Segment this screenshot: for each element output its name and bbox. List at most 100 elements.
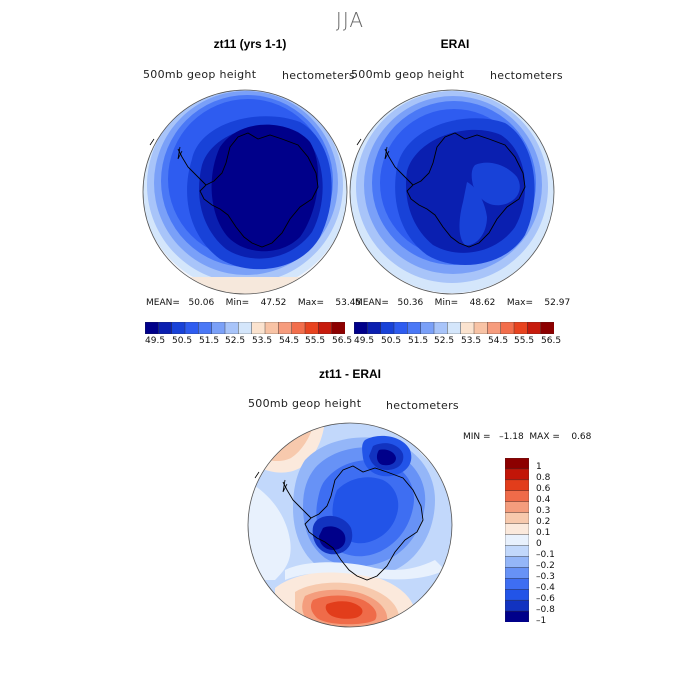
panel-3-tick: –0.3 bbox=[536, 572, 555, 582]
colorbar-swatch bbox=[433, 322, 448, 334]
panel-3-tick: 0.3 bbox=[536, 506, 551, 516]
panel-2-map bbox=[349, 89, 555, 295]
panel-1-tick: 55.5 bbox=[305, 336, 326, 346]
panel-2-coast-fragment bbox=[356, 138, 362, 146]
panel-2-stats: MEAN= 50.36 Min= 48.62 Max= 52.97 bbox=[355, 298, 571, 308]
panel-3-colorbar-ticks: 1 0.8 0.6 0.4 0.3 0.2 0.1 0 –0.1 –0.2 –0… bbox=[536, 458, 576, 628]
panel-2-colorbar bbox=[354, 322, 554, 334]
colorbar-swatch bbox=[184, 322, 199, 334]
colorbar-swatch bbox=[251, 322, 266, 334]
colorbar-swatch bbox=[420, 322, 435, 334]
panel-2-antarctica-outline bbox=[406, 132, 526, 248]
colorbar-swatch bbox=[505, 512, 529, 524]
colorbar-swatch bbox=[505, 588, 529, 601]
panel-1-field-label: 500mb geop height bbox=[143, 68, 257, 81]
colorbar-swatch bbox=[505, 556, 529, 568]
colorbar-swatch bbox=[513, 322, 528, 334]
panel-1-tick: 52.5 bbox=[225, 336, 246, 346]
colorbar-swatch bbox=[278, 322, 293, 334]
panel-3-tick: 1 bbox=[536, 462, 542, 472]
panel-3-title: zt11 - ERAI bbox=[318, 367, 381, 381]
panel-2-colorbar-ticks: 49.5 50.5 51.5 52.5 53.5 54.5 55.5 56.5 bbox=[354, 336, 564, 348]
panel-1-band-7 bbox=[211, 124, 319, 252]
panel-3-field-label: 500mb geop height bbox=[248, 397, 362, 410]
panel-1-colorbar bbox=[145, 322, 345, 334]
panel-3-colorbar bbox=[505, 458, 529, 622]
panel-3-map-border bbox=[247, 422, 453, 628]
colorbar-swatch bbox=[224, 322, 239, 334]
colorbar-swatch bbox=[447, 322, 462, 334]
panel-2-south-america-outline bbox=[384, 146, 390, 160]
panel-3-left-light-band bbox=[248, 480, 291, 580]
panel-2-tick: 51.5 bbox=[408, 336, 429, 346]
colorbar-swatch bbox=[505, 610, 529, 622]
panel-2-tick: 50.5 bbox=[381, 336, 402, 346]
panel-2-field-label: 500mb geop height bbox=[351, 68, 465, 81]
colorbar-swatch bbox=[505, 523, 529, 535]
panel-3-coast-fragment bbox=[254, 471, 260, 479]
panel-3-tick: –1 bbox=[536, 616, 547, 626]
colorbar-swatch bbox=[460, 322, 475, 334]
panel-2-tick: 49.5 bbox=[354, 336, 375, 346]
panel-1-stats: MEAN= 50.06 Min= 47.52 Max= 53.45 bbox=[146, 298, 362, 308]
colorbar-swatch bbox=[505, 501, 529, 514]
panel-1-map bbox=[142, 89, 348, 295]
colorbar-swatch bbox=[380, 322, 395, 334]
panel-1-tick: 54.5 bbox=[279, 336, 300, 346]
panel-3-gap-band bbox=[285, 560, 445, 580]
panel-3-south-band-4 bbox=[325, 601, 363, 619]
colorbar-swatch bbox=[291, 322, 306, 334]
panel-3-tick: 0.8 bbox=[536, 473, 551, 483]
panel-1-tick: 50.5 bbox=[172, 336, 193, 346]
panel-2-tick: 54.5 bbox=[488, 336, 509, 346]
panel-2-tick: 55.5 bbox=[514, 336, 535, 346]
colorbar-swatch bbox=[198, 322, 213, 334]
panel-2-title: ERAI bbox=[440, 37, 470, 51]
panel-3-antarctica-outline bbox=[304, 465, 424, 581]
panel-3-warm-band-3 bbox=[265, 423, 297, 439]
panel-3-tick: 0.1 bbox=[536, 528, 551, 538]
panel-1-colorbar-ticks: 49.5 50.5 51.5 52.5 53.5 54.5 55.5 56.5 bbox=[145, 336, 355, 348]
colorbar-swatch bbox=[407, 322, 422, 334]
colorbar-swatch bbox=[211, 322, 226, 334]
panel-3-low-a-band-2 bbox=[376, 449, 396, 466]
colorbar-swatch bbox=[158, 322, 173, 334]
panel-3-tick: –0.4 bbox=[536, 583, 555, 593]
panel-1-map-border bbox=[142, 89, 348, 295]
colorbar-swatch bbox=[354, 322, 368, 334]
panel-2-ridge bbox=[471, 162, 520, 206]
panel-3-units-label: hectometers bbox=[386, 399, 459, 412]
colorbar-swatch bbox=[145, 322, 159, 334]
panel-2-tick: 56.5 bbox=[541, 336, 562, 346]
colorbar-swatch bbox=[318, 322, 333, 334]
colorbar-swatch bbox=[487, 322, 502, 334]
colorbar-swatch bbox=[505, 599, 529, 612]
colorbar-swatch bbox=[527, 322, 542, 334]
panel-3-low-b-band-1 bbox=[319, 526, 346, 550]
page-title: JJA bbox=[335, 8, 365, 32]
panel-1-tick: 56.5 bbox=[332, 336, 353, 346]
colorbar-swatch bbox=[304, 322, 319, 334]
panel-3-stats: MIN = –1.18 MAX = 0.68 bbox=[463, 432, 592, 442]
colorbar-swatch bbox=[473, 322, 488, 334]
colorbar-swatch bbox=[238, 322, 253, 334]
panel-2-map-border bbox=[349, 89, 555, 295]
colorbar-swatch bbox=[505, 490, 529, 503]
panel-3-tick: –0.1 bbox=[536, 550, 555, 560]
panel-2-ridge-tongue bbox=[459, 182, 487, 246]
colorbar-swatch bbox=[500, 322, 515, 334]
panel-1-title: zt11 (yrs 1-1) bbox=[213, 37, 287, 51]
panel-1-tick: 49.5 bbox=[145, 336, 166, 346]
panel-3-map bbox=[247, 422, 453, 628]
panel-2-tick: 52.5 bbox=[434, 336, 455, 346]
panel-3-tick: –0.2 bbox=[536, 561, 555, 571]
panel-1-tick: 53.5 bbox=[252, 336, 273, 346]
colorbar-swatch bbox=[505, 468, 529, 481]
panel-3-tick: 0.6 bbox=[536, 484, 551, 494]
colorbar-swatch bbox=[505, 479, 529, 492]
panel-1-tick: 51.5 bbox=[199, 336, 220, 346]
panel-3-tick: 0 bbox=[536, 539, 542, 549]
colorbar-swatch bbox=[505, 578, 529, 590]
colorbar-swatch bbox=[393, 322, 408, 334]
panel-1-south-america-outline bbox=[177, 146, 183, 160]
